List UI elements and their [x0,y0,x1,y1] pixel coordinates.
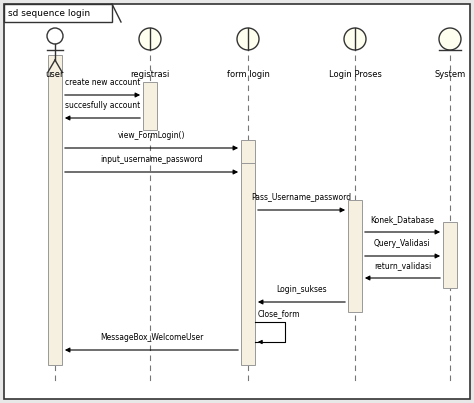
Text: create new account: create new account [65,78,140,87]
Bar [4,4,112,22]
Text: user: user [46,70,64,79]
Text: succesfully account: succesfully account [65,101,140,110]
Text: System: System [434,70,465,79]
Text: Query_Validasi: Query_Validasi [374,239,431,248]
Text: return_validasi: return_validasi [374,261,431,270]
Bar [348,200,362,312]
Text: Pass_Username_password: Pass_Username_password [251,193,352,202]
Circle shape [237,28,259,50]
Text: input_username_password: input_username_password [100,155,203,164]
Text: MessageBox_WelcomeUser: MessageBox_WelcomeUser [100,333,203,342]
Circle shape [344,28,366,50]
Bar [443,222,457,288]
Text: registrasi: registrasi [130,70,170,79]
Text: sd sequence login: sd sequence login [8,8,90,17]
Text: Close_form: Close_form [258,309,301,318]
Circle shape [139,28,161,50]
Text: Login_sukses: Login_sukses [276,285,327,294]
Text: view_FormLogin(): view_FormLogin() [118,131,185,140]
Text: Login Proses: Login Proses [328,70,382,79]
Bar [48,55,62,365]
Text: form login: form login [227,70,269,79]
Bar [241,163,255,365]
Bar [241,140,255,163]
Circle shape [439,28,461,50]
Bar [143,82,157,130]
Text: Konek_Database: Konek_Database [371,215,435,224]
